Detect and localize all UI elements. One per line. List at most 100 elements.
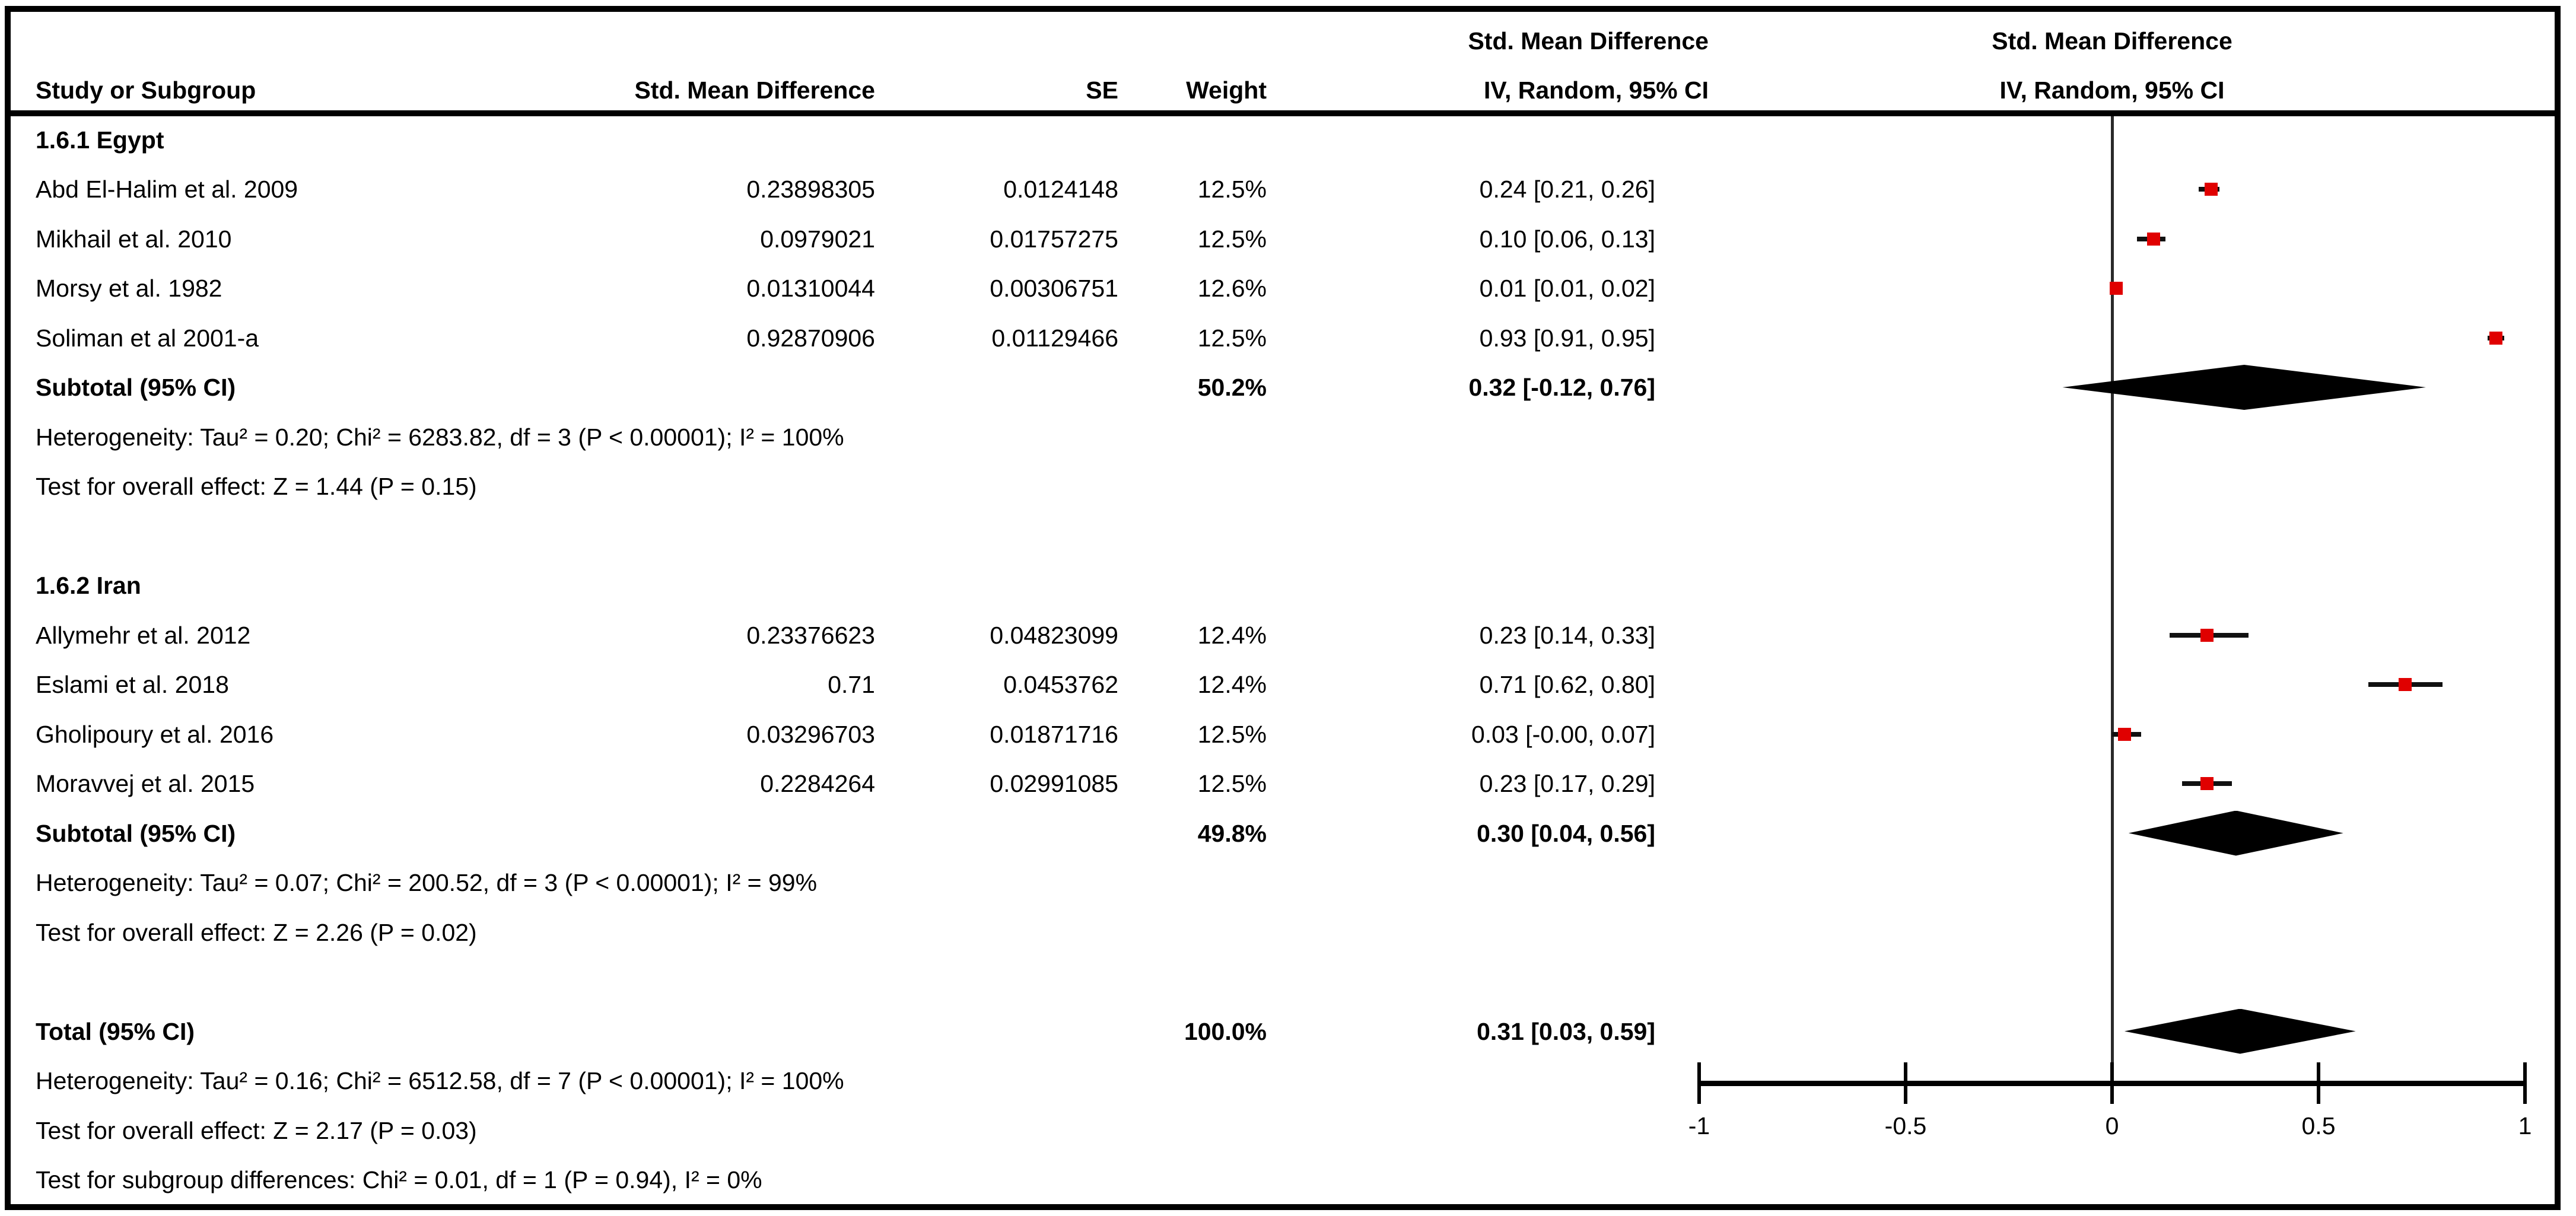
study-name: Abd El-Halim et al. 2009 [36, 176, 298, 203]
weight-value: 50.2% [1197, 374, 1267, 401]
se-value: 0.01757275 [990, 225, 1118, 253]
weight-value: 12.4% [1197, 671, 1267, 698]
column-header-effect-measure-top: Std. Mean Difference [1468, 27, 1709, 55]
study-row: Allymehr et al. 2012 0.23376623 0.04823099… [0, 610, 2576, 660]
plot-header-effect-measure: Std. Mean Difference [1992, 27, 2232, 55]
group-label: 1.6.2 Iran [36, 572, 141, 599]
weight-value: 12.6% [1197, 275, 1267, 302]
ci-value: 0.30 [0.04, 0.56] [1477, 819, 1655, 847]
se-value: 0.02991085 [990, 770, 1118, 797]
overall-effect-text: Test for overall effect: Z = 2.17 (P = 0… [36, 1116, 477, 1144]
axis-tick [2317, 1062, 2320, 1104]
se-value: 0.04823099 [990, 621, 1118, 649]
ci-value: 0.31 [0.03, 0.59] [1477, 1017, 1655, 1045]
study-name: Allymehr et al. 2012 [36, 621, 251, 649]
heterogeneity-text: Heterogeneity: Tau² = 0.16; Chi² = 6512.… [36, 1067, 844, 1094]
overall-effect-text: Test for overall effect: Z = 2.26 (P = 0… [36, 918, 477, 946]
ci-value: 0.10 [0.06, 0.13] [1479, 225, 1655, 253]
ci-value: 0.32 [-0.12, 0.76] [1468, 374, 1655, 401]
ci-value: 0.24 [0.21, 0.26] [1479, 176, 1655, 203]
effect-marker [2109, 282, 2123, 295]
weight-value: 12.5% [1197, 770, 1267, 797]
effect-marker [2489, 331, 2503, 345]
effect-marker [2200, 777, 2214, 790]
smd-value: 0.01310044 [746, 275, 875, 302]
axis-tick [1904, 1062, 1907, 1104]
study-row: Abd El-Halim et al. 2009 0.23898305 0.0124… [0, 164, 2576, 214]
axis-tick [2523, 1062, 2527, 1104]
se-value: 0.00306751 [990, 275, 1118, 302]
study-name: Moravvej et al. 2015 [36, 770, 255, 797]
smd-value: 0.2284264 [760, 770, 875, 797]
column-header-se: SE [1086, 77, 1118, 104]
study-row: Morsy et al. 1982 0.01310044 0.00306751 12.… [0, 263, 2576, 313]
column-header-weight: Weight [1186, 77, 1267, 104]
heterogeneity-text: Heterogeneity: Tau² = 0.20; Chi² = 6283.… [36, 423, 844, 451]
study-name: Soliman et al 2001-a [36, 324, 259, 352]
heterogeneity-note: Heterogeneity: Tau² = 0.20; Chi² = 6283.… [0, 412, 2576, 462]
smd-value: 0.23376623 [746, 621, 875, 649]
plot-header-model: IV, Random, 95% CI [1999, 77, 2225, 104]
effect-marker [2399, 678, 2412, 691]
se-value: 0.01871716 [990, 720, 1118, 748]
smd-value: 0.03296703 [746, 720, 875, 748]
ci-value: 0.71 [0.62, 0.80] [1479, 671, 1655, 698]
heterogeneity-note: Heterogeneity: Tau² = 0.07; Chi² = 200.5… [0, 858, 2576, 908]
group-header-row: 1.6.2 Iran [0, 561, 2576, 610]
total-row: Total (95% CI) 100.0% 0.31 [0.03, 0.59] [0, 1007, 2576, 1056]
axis-tick [2110, 1062, 2114, 1104]
overall-effect-text: Test for overall effect: Z = 1.44 (P = 0… [36, 473, 477, 500]
weight-value: 12.5% [1197, 720, 1267, 748]
smd-value: 0.23898305 [746, 176, 875, 203]
column-header-study: Study or Subgroup [36, 77, 256, 104]
ci-value: 0.93 [0.91, 0.95] [1479, 324, 1655, 352]
weight-value: 12.5% [1197, 225, 1267, 253]
ci-value: 0.23 [0.17, 0.29] [1479, 770, 1655, 797]
effect-marker [2205, 183, 2218, 196]
study-name: Eslami et al. 2018 [36, 671, 229, 698]
subgroup-differences-note: Test for subgroup differences: Chi² = 0.… [0, 1155, 2576, 1205]
weight-value: 12.5% [1197, 324, 1267, 352]
smd-value: 0.92870906 [746, 324, 875, 352]
weight-value: 100.0% [1184, 1017, 1267, 1045]
axis-tick-label: 0.5 [2301, 1112, 2336, 1139]
overall-effect-note: Test for overall effect: Z = 1.44 (P = 0… [0, 461, 2576, 511]
se-value: 0.0124148 [1003, 176, 1118, 203]
study-row: Gholipoury et al. 2016 0.03296703 0.018717… [0, 709, 2576, 759]
study-name: Gholipoury et al. 2016 [36, 720, 274, 748]
smd-value: 0.0979021 [760, 225, 875, 253]
study-row: Soliman et al 2001-a 0.92870906 0.01129466… [0, 313, 2576, 363]
subtotal-row: Subtotal (95% CI) 49.8% 0.30 [0.04, 0.56] [0, 808, 2576, 858]
axis-tick-label: 0 [2105, 1112, 2119, 1139]
subtotal-label: Subtotal (95% CI) [36, 374, 236, 401]
column-header-smd: Std. Mean Difference [634, 77, 875, 104]
column-header-ci: IV, Random, 95% CI [1484, 77, 1709, 104]
weight-value: 49.8% [1197, 819, 1267, 847]
smd-value: 0.71 [828, 671, 875, 698]
axis-tick-label: -0.5 [1884, 1112, 1927, 1139]
ci-value: 0.01 [0.01, 0.02] [1479, 275, 1655, 302]
axis-tick-label: 1 [2518, 1112, 2532, 1139]
axis-tick-label: -1 [1688, 1112, 1710, 1139]
study-row: Mikhail et al. 2010 0.0979021 0.01757275 12… [0, 214, 2576, 264]
total-label: Total (95% CI) [36, 1017, 195, 1045]
se-value: 0.01129466 [991, 324, 1118, 352]
study-row: Eslami et al. 2018 0.71 0.0453762 12.4% 0.71… [0, 660, 2576, 709]
group-label: 1.6.1 Egypt [36, 126, 164, 154]
se-value: 0.0453762 [1003, 671, 1118, 698]
group-header-row: 1.6.1 Egypt [0, 115, 2576, 165]
zero-reference-line [2110, 116, 2114, 1083]
ci-value: 0.03 [-0.00, 0.07] [1471, 720, 1655, 748]
subgroup-differences-text: Test for subgroup differences: Chi² = 0.… [36, 1166, 762, 1193]
study-name: Morsy et al. 1982 [36, 275, 222, 302]
study-name: Mikhail et al. 2010 [36, 225, 232, 253]
effect-marker [2200, 628, 2214, 642]
effect-marker [2117, 727, 2131, 741]
subtotal-label: Subtotal (95% CI) [36, 819, 236, 847]
header-divider [11, 110, 2556, 116]
axis-tick [1697, 1062, 1701, 1104]
weight-value: 12.4% [1197, 621, 1267, 649]
study-row: Moravvej et al. 2015 0.2284264 0.02991085 1… [0, 759, 2576, 808]
overall-effect-note: Test for overall effect: Z = 2.17 (P = 0… [0, 1106, 2576, 1155]
